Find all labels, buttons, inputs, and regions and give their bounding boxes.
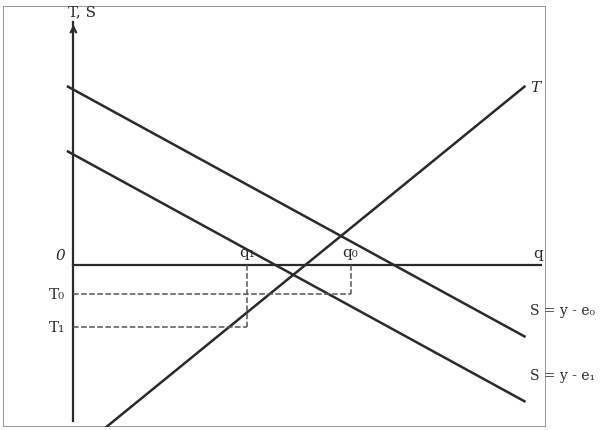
Text: S = y - e₀: S = y - e₀ xyxy=(530,304,595,318)
Text: T₀: T₀ xyxy=(49,288,65,301)
Text: 0: 0 xyxy=(56,249,65,263)
Text: T₁: T₁ xyxy=(49,320,65,334)
Text: q₁: q₁ xyxy=(239,245,255,259)
Text: q₀: q₀ xyxy=(343,245,358,259)
Text: T: T xyxy=(530,80,540,95)
Text: T, S: T, S xyxy=(68,6,96,19)
Text: S = y - e₁: S = y - e₁ xyxy=(530,369,595,382)
Text: q: q xyxy=(534,247,544,261)
